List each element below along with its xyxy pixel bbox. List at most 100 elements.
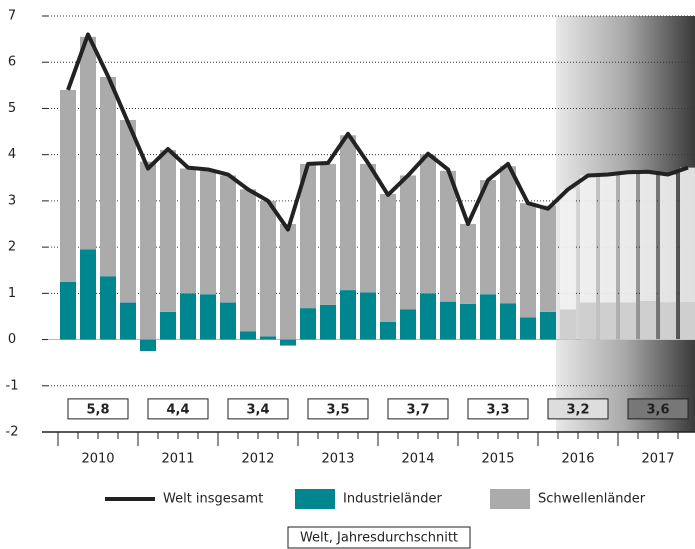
bar-emerging bbox=[600, 174, 616, 303]
annual-label: 3,2 bbox=[566, 402, 589, 417]
bar-industrial bbox=[340, 290, 356, 340]
bar-emerging bbox=[440, 170, 456, 302]
bar-emerging bbox=[580, 175, 596, 303]
legend-label: Schwellenländer bbox=[538, 492, 646, 507]
bar-emerging bbox=[180, 168, 196, 294]
bar-emerging bbox=[680, 167, 695, 303]
bar-emerging bbox=[60, 89, 76, 282]
annual-box bbox=[307, 398, 369, 420]
bar-emerging bbox=[560, 189, 576, 310]
bar-emerging bbox=[500, 166, 516, 304]
annual-box bbox=[387, 398, 449, 420]
x-year-label: 2012 bbox=[241, 452, 274, 467]
x-year-label: 2016 bbox=[561, 452, 594, 467]
annual-label: 3,6 bbox=[646, 402, 669, 417]
bar-emerging bbox=[360, 163, 376, 293]
bar-emerging bbox=[160, 150, 176, 312]
annual-box bbox=[227, 398, 289, 420]
bar-emerging bbox=[220, 175, 236, 303]
annual-label: 4,4 bbox=[166, 402, 189, 417]
x-year-label: 2010 bbox=[81, 452, 114, 467]
annual-box bbox=[627, 398, 689, 420]
legend-swatch bbox=[295, 489, 335, 509]
bar-emerging bbox=[480, 180, 496, 295]
bar-emerging bbox=[420, 154, 436, 294]
x-year-label: 2014 bbox=[401, 452, 434, 467]
bar-industrial bbox=[260, 336, 276, 340]
legend-swatch bbox=[490, 489, 530, 509]
bar-industrial bbox=[420, 293, 436, 340]
annual-label: 3,7 bbox=[406, 402, 429, 417]
legend-label: Welt insgesamt bbox=[163, 492, 263, 507]
bar-emerging bbox=[280, 224, 296, 340]
line-world bbox=[66, 32, 689, 232]
annual-box bbox=[147, 398, 209, 420]
annual-label: 3,4 bbox=[246, 402, 269, 417]
bar-emerging bbox=[260, 200, 276, 337]
bar-industrial bbox=[460, 303, 476, 340]
bar-industrial bbox=[400, 309, 416, 340]
bar-industrial bbox=[600, 302, 616, 340]
y-tick-label: 4 bbox=[8, 147, 16, 162]
bar-emerging bbox=[100, 77, 116, 277]
annual-label: 3,5 bbox=[326, 402, 349, 417]
bar-industrial bbox=[200, 294, 216, 340]
bar-emerging bbox=[240, 189, 256, 332]
bar-industrial bbox=[80, 249, 96, 340]
annual-box bbox=[467, 398, 529, 420]
bar-industrial bbox=[380, 321, 396, 340]
bar-emerging bbox=[460, 224, 476, 304]
bar-emerging bbox=[320, 163, 336, 305]
caption: Welt, Jahresdurchschnitt bbox=[300, 531, 458, 546]
bar-industrial bbox=[160, 311, 176, 340]
y-tick-label: 1 bbox=[8, 286, 16, 301]
y-tick-label: 0 bbox=[8, 332, 16, 347]
bar-industrial bbox=[520, 317, 536, 340]
bar-emerging bbox=[640, 171, 656, 302]
annual-box bbox=[67, 398, 129, 420]
bar-industrial bbox=[60, 281, 76, 340]
y-tick-label: 5 bbox=[8, 101, 16, 116]
bar-emerging bbox=[140, 161, 156, 340]
bar-emerging bbox=[380, 193, 396, 322]
caption-box bbox=[287, 526, 471, 549]
bar-emerging bbox=[200, 170, 216, 295]
bar-industrial bbox=[480, 294, 496, 340]
annual-label: 3,3 bbox=[486, 402, 509, 417]
bar-industrial bbox=[360, 292, 376, 340]
bar-industrial bbox=[640, 301, 656, 340]
bar-emerging bbox=[620, 172, 636, 303]
bar-emerging bbox=[80, 36, 96, 250]
y-tick-label: 7 bbox=[8, 9, 16, 24]
bar-emerging bbox=[120, 120, 136, 303]
bar-industrial bbox=[300, 308, 316, 340]
bar-industrial bbox=[140, 339, 156, 352]
legend-label: Industrieländer bbox=[343, 492, 442, 507]
bar-industrial bbox=[180, 293, 196, 340]
bar-industrial bbox=[680, 302, 695, 340]
bar-emerging bbox=[660, 174, 676, 303]
bar-industrial bbox=[440, 301, 456, 340]
bar-industrial bbox=[560, 309, 576, 340]
bar-emerging bbox=[340, 135, 356, 291]
x-year-label: 2013 bbox=[321, 452, 354, 467]
y-tick-label: -1 bbox=[6, 378, 19, 393]
x-year-label: 2015 bbox=[481, 452, 514, 467]
bar-emerging bbox=[300, 163, 316, 309]
bar-industrial bbox=[500, 303, 516, 340]
y-tick-label: 6 bbox=[8, 55, 16, 70]
bar-emerging bbox=[520, 203, 536, 318]
y-tick-label: 2 bbox=[8, 240, 16, 255]
bar-emerging bbox=[540, 205, 556, 312]
bar-industrial bbox=[220, 302, 236, 340]
x-year-label: 2011 bbox=[161, 452, 194, 467]
bar-industrial bbox=[280, 339, 296, 346]
bar-industrial bbox=[580, 302, 596, 340]
bar-industrial bbox=[100, 276, 116, 340]
bar-industrial bbox=[620, 302, 636, 340]
bar-industrial bbox=[660, 302, 676, 340]
bar-industrial bbox=[320, 304, 336, 340]
bar-industrial bbox=[540, 311, 556, 340]
y-tick-label: -2 bbox=[6, 425, 19, 440]
